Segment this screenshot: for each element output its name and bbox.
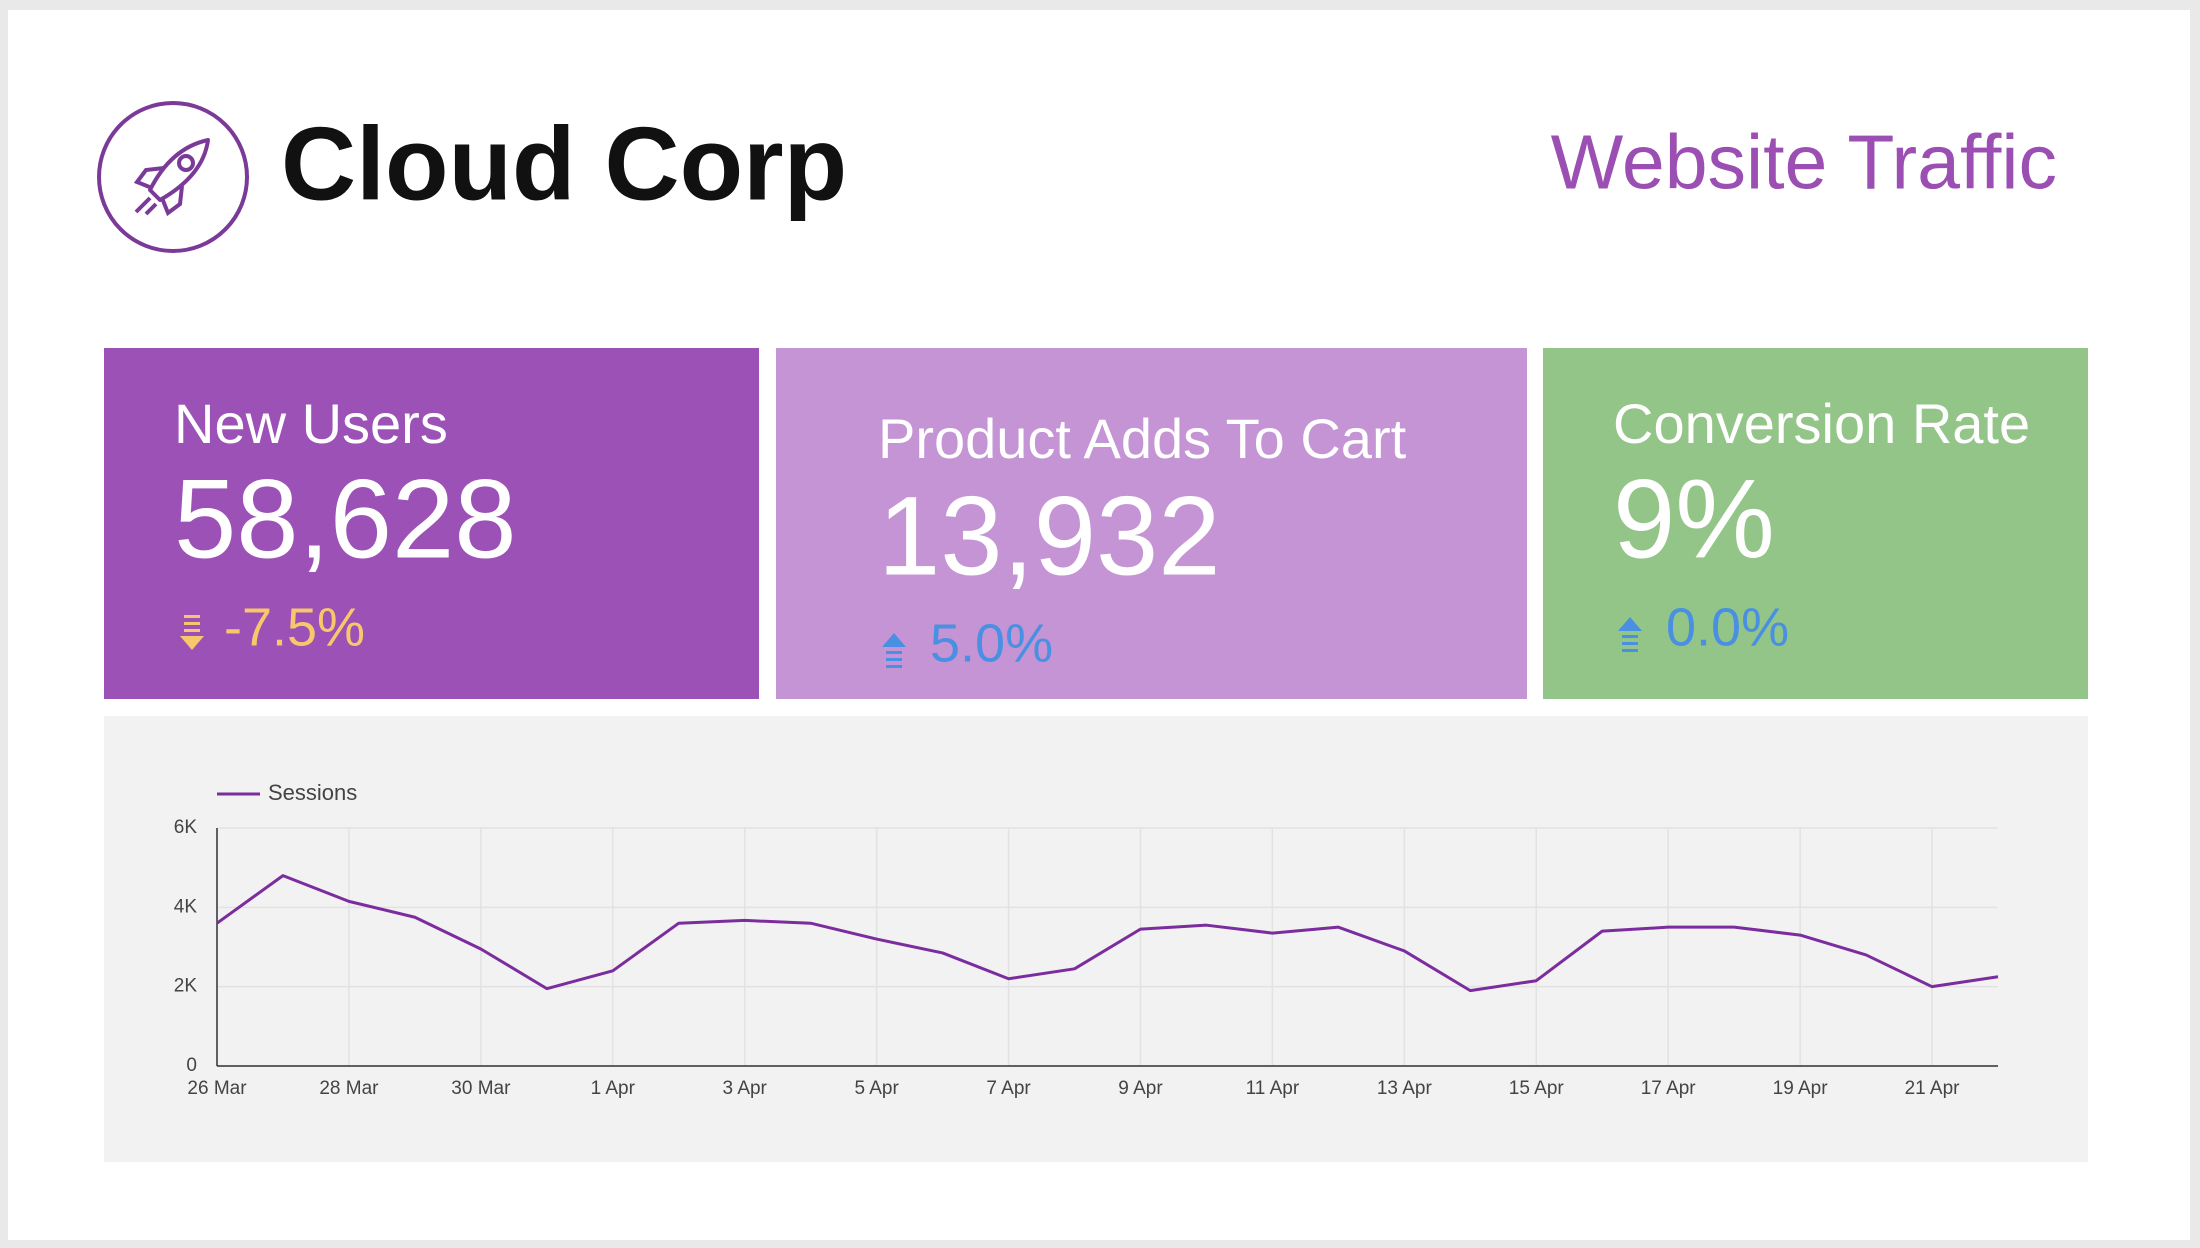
kpi-value: 13,932 xyxy=(878,474,1221,599)
y-tick-label: 4K xyxy=(174,896,198,917)
kpi-label: Conversion Rate xyxy=(1613,392,2030,455)
x-tick-label: 9 Apr xyxy=(1118,1078,1163,1099)
kpi-card xyxy=(104,348,759,699)
kpi-card xyxy=(776,348,1527,699)
x-tick-label: 21 Apr xyxy=(1905,1078,1961,1099)
kpi-change: 0.0% xyxy=(1666,597,1789,657)
kpi-value: 58,628 xyxy=(174,457,517,582)
kpi-card xyxy=(1543,348,2088,699)
x-tick-label: 13 Apr xyxy=(1377,1078,1433,1099)
kpi-change: -7.5% xyxy=(224,597,365,657)
y-tick-label: 2K xyxy=(174,976,198,997)
line-chart: 26 Mar 28 Mar 30 Mar 1 Apr 3 Apr 5 Apr 7 Apr 9 … xyxy=(174,780,1999,1099)
x-tick-label: 5 Apr xyxy=(854,1078,899,1099)
kpi-label: Product Adds To Cart xyxy=(878,407,1407,470)
x-tick-label: 26 Mar xyxy=(187,1078,247,1099)
x-tick-label: 28 Mar xyxy=(319,1078,379,1099)
x-tick-label: 30 Mar xyxy=(451,1078,511,1099)
legend-label: Sessions xyxy=(268,780,357,805)
y-tick-label: 6K xyxy=(174,817,198,838)
logo xyxy=(97,101,249,253)
x-tick-label: 15 Apr xyxy=(1509,1078,1565,1099)
chart-panel xyxy=(104,716,2088,1162)
y-tick-label: 0 xyxy=(186,1055,197,1076)
kpi-label: New Users xyxy=(174,392,448,455)
up-arrow xyxy=(882,633,906,668)
x-tick-label: 7 Apr xyxy=(986,1078,1031,1099)
report-title: Website Traffic xyxy=(1551,119,2057,205)
x-tick-label: 19 Apr xyxy=(1773,1078,1829,1099)
kpi-value: 9% xyxy=(1613,457,1775,582)
x-tick-label: 1 Apr xyxy=(591,1078,636,1099)
down-arrow xyxy=(180,615,204,650)
brand: Cloud Corp xyxy=(281,106,847,222)
kpi-change: 5.0% xyxy=(930,613,1053,673)
x-tick-label: 3 Apr xyxy=(723,1078,768,1099)
x-tick-label: 11 Apr xyxy=(1246,1078,1300,1099)
series-line xyxy=(216,874,1999,993)
up-arrow xyxy=(1618,617,1642,652)
x-tick-label: 17 Apr xyxy=(1641,1078,1697,1099)
